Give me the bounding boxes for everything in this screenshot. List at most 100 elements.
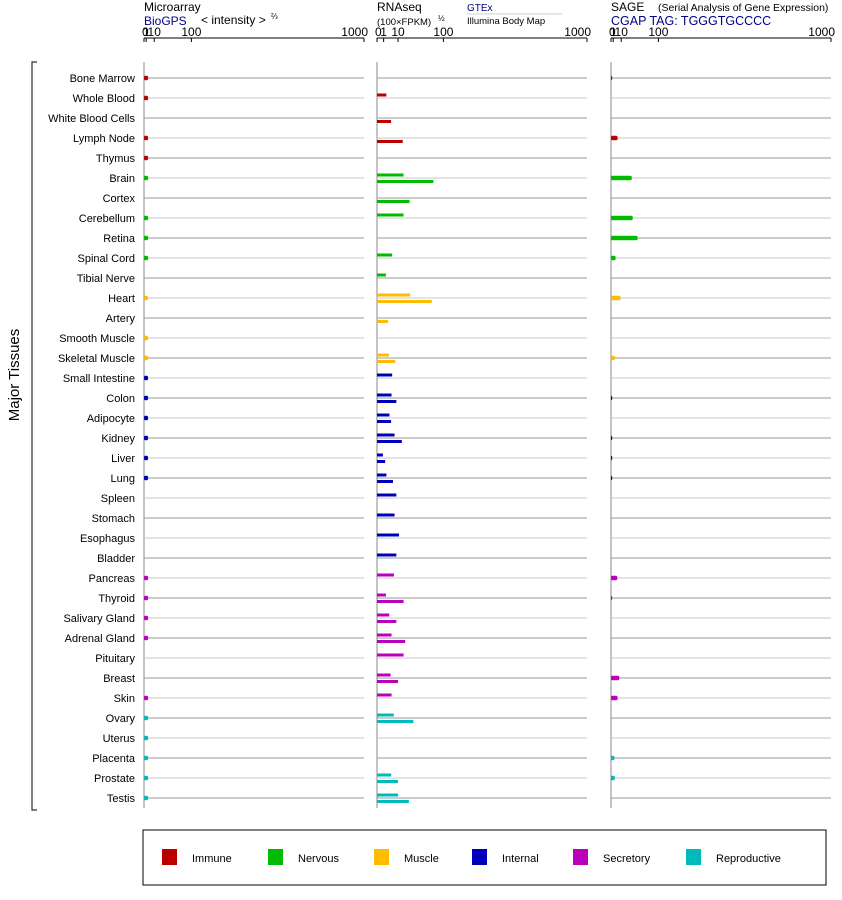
microarray-bar: [144, 355, 149, 361]
legend-label-reproductive: Reproductive: [716, 853, 781, 865]
microarray-bar: [144, 255, 149, 261]
tissue-label: Colon: [106, 393, 135, 405]
rnaseq-gtex-bar: [377, 793, 398, 797]
legend-label-nervous: Nervous: [298, 853, 339, 865]
microarray-bar: [144, 475, 149, 481]
sage-subtitle: (Serial Analysis of Gene Expression): [658, 2, 828, 14]
sage-bar: [611, 675, 620, 681]
rnaseq-ibm-bar: [377, 180, 434, 183]
tissue-label: Cerebellum: [79, 213, 135, 225]
rnaseq-gtex-bar: [377, 473, 387, 477]
legend-box: [142, 829, 827, 886]
rnaseq-gtex-bar: [377, 373, 393, 377]
rnaseq-gtex-bar: [377, 353, 389, 357]
tissue-label: Lymph Node: [73, 133, 135, 145]
sage-bar: [611, 255, 616, 261]
sage-bar: [611, 215, 633, 221]
tissue-group-bracket: [31, 61, 37, 811]
microarray-bar: [144, 415, 149, 421]
illumina-body-map-label: Illumina Body Map: [467, 16, 545, 27]
rnaseq-ibm-bar: [377, 460, 386, 463]
x-tick-label: 10: [391, 25, 405, 39]
legend-label-immune: Immune: [192, 853, 232, 865]
rnaseq-gtex-bar: [377, 213, 404, 217]
tissue-label: Small Intestine: [63, 373, 135, 385]
x-tick-label: 10: [615, 25, 629, 39]
rnaseq-ibm-bar: [377, 800, 409, 803]
microarray-bar: [144, 715, 149, 721]
x-tick-label: 10: [148, 25, 162, 39]
microarray-bar: [144, 435, 149, 441]
x-tick-label: 100: [181, 25, 201, 39]
microarray-bar: [144, 635, 149, 641]
microarray-bar: [144, 775, 149, 781]
sage-bar: [611, 175, 632, 181]
rnaseq-ibm-bar: [377, 480, 393, 483]
x-tick-label: 1: [610, 25, 617, 39]
microarray-bar: [144, 575, 149, 581]
panel-rnaseq: 01 10 100 1000: [375, 25, 591, 808]
tissue-label: Brain: [109, 173, 135, 185]
sage-bar: [611, 395, 613, 401]
microarray-bar: [144, 215, 149, 221]
microarray-bar: [144, 595, 149, 601]
tissue-label: Spleen: [101, 493, 135, 505]
sage-bar: [611, 775, 615, 781]
rnaseq-ibm-bar: [377, 780, 398, 783]
sage-tag: CGAP TAG: TGGGTGCCCC: [611, 14, 771, 28]
y-group-label: Major Tissues: [6, 329, 23, 422]
rnaseq-ibm-bar: [377, 200, 410, 203]
sage-bar: [611, 475, 613, 481]
tissue-label: Whole Blood: [73, 93, 135, 105]
rnaseq-gtex-bar: [377, 533, 400, 537]
microarray-bar: [144, 695, 149, 701]
microarray-bar: [144, 235, 149, 241]
microarray-title: Microarray: [144, 0, 201, 14]
tissue-label: Bladder: [97, 553, 135, 565]
microarray-bar: [144, 395, 149, 401]
rnaseq-gtex-bar: [377, 673, 391, 677]
legend-label-muscle: Muscle: [404, 853, 439, 865]
tissue-label: Adipocyte: [87, 413, 135, 425]
legend-swatch-secretory: [573, 849, 588, 865]
rnaseq-gtex-bar: [377, 273, 386, 277]
tissue-label: Skeletal Muscle: [58, 353, 135, 365]
tissue-label: Stomach: [92, 513, 135, 525]
tissue-label: Spinal Cord: [78, 253, 135, 265]
tissue-label: Uterus: [103, 733, 136, 745]
tissue-label: Esophagus: [80, 533, 136, 545]
rnaseq-gtex-bar: [377, 633, 392, 637]
legend-swatch-nervous: [268, 849, 283, 865]
rnaseq-gtex-bar: [377, 593, 386, 597]
x-tick-label: 1000: [564, 25, 591, 39]
rnaseq-ibm-bar: [377, 120, 392, 123]
microarray-bar: [144, 135, 149, 141]
sage-bar: [611, 575, 618, 581]
tissue-label: Heart: [108, 293, 135, 305]
sage-bar: [611, 75, 613, 81]
legend-label-internal: Internal: [502, 853, 539, 865]
tissue-label: Pancreas: [89, 573, 136, 585]
rnaseq-gtex-bar: [377, 93, 387, 97]
microarray-bar: [144, 335, 149, 341]
tissue-label: Skin: [114, 693, 135, 705]
microarray-unit: < intensity >: [201, 13, 266, 27]
rnaseq-ibm-bar: [377, 300, 432, 303]
microarray-bar: [144, 735, 149, 741]
tissue-label: White Blood Cells: [48, 113, 135, 125]
tissue-label: Adrenal Gland: [65, 633, 135, 645]
rnaseq-gtex-bar: [377, 713, 394, 717]
rnaseq-ibm-bar: [377, 400, 397, 403]
rnaseq-ibm-bar: [377, 320, 389, 323]
microarray-bar: [144, 155, 149, 161]
gtex-label: GTEx: [467, 3, 493, 14]
rnaseq-gtex-bar: [377, 453, 383, 457]
tissue-label: Bone Marrow: [70, 73, 135, 85]
tissue-label: Breast: [103, 673, 135, 685]
rnaseq-ibm-bar: [377, 140, 403, 143]
tissue-label: Liver: [111, 453, 135, 465]
rnaseq-ibm-bar: [377, 640, 406, 643]
rnaseq-gtex-bar: [377, 513, 395, 517]
